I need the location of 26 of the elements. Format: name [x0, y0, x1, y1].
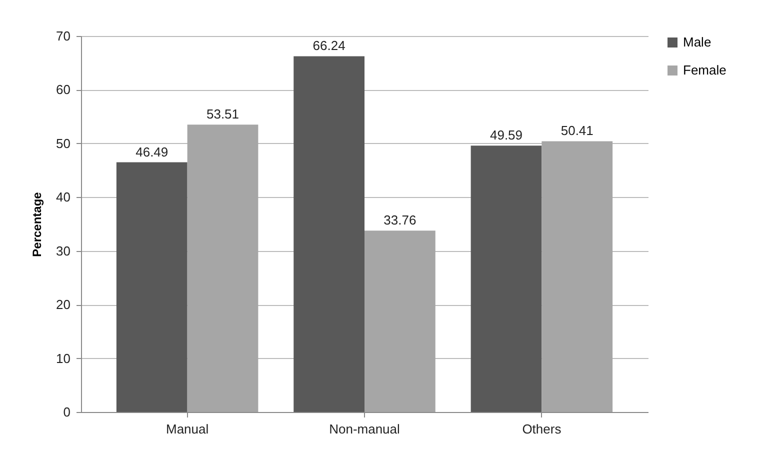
y-tick-label: 60: [56, 82, 70, 98]
bar: [294, 56, 364, 412]
y-tick-label: 30: [56, 243, 70, 258]
bar: [116, 162, 188, 412]
y-tick-label: 40: [56, 190, 70, 205]
data-label: 49.59: [490, 128, 523, 143]
bar: [470, 146, 542, 412]
data-label: 53.51: [206, 106, 240, 122]
y-tick-label: 50: [56, 136, 70, 151]
data-label: 33.76: [384, 212, 416, 228]
legend-label: Female: [683, 62, 726, 78]
data-label: 66.24: [312, 38, 346, 54]
x-tick-label: Manual: [166, 422, 209, 436]
x-tick-label: Others: [522, 422, 562, 436]
data-label: 46.49: [136, 144, 168, 160]
y-tick-label: 70: [56, 28, 70, 44]
bar: [542, 141, 613, 412]
y-tick-label: 20: [56, 297, 70, 312]
bar: [364, 230, 436, 412]
x-tick-label: Non-manual: [329, 422, 400, 436]
bar: [187, 124, 258, 412]
y-tick-label: 10: [56, 350, 70, 366]
legend-label: Male: [683, 34, 712, 50]
y-tick-label: 0: [63, 404, 70, 420]
data-label: 50.41: [560, 123, 594, 138]
y-axis-title: Percentage: [30, 192, 44, 257]
